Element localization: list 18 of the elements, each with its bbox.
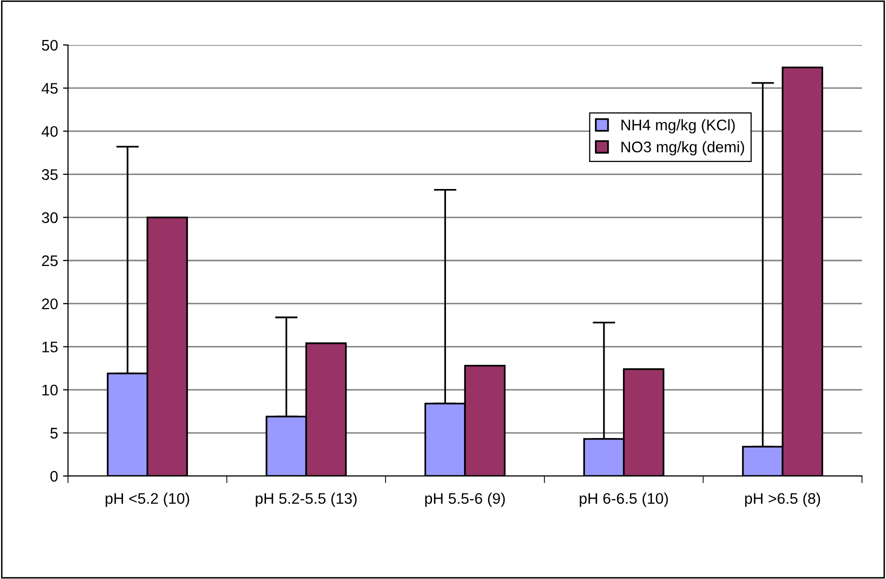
x-tick-label: pH 5.2-5.5 (13) bbox=[256, 492, 357, 507]
x-tick-label: pH <5.2 (10) bbox=[106, 492, 190, 507]
y-tick-label: 5 bbox=[50, 428, 58, 439]
x-tick-label: pH 5.5-6 (9) bbox=[425, 492, 505, 507]
y-tick-label: 15 bbox=[42, 342, 58, 352]
y-tick-label: 30 bbox=[42, 212, 58, 224]
y-tick-label: 25 bbox=[42, 255, 58, 266]
y-tick-label: 35 bbox=[42, 169, 58, 180]
y-tick-label: 45 bbox=[42, 83, 58, 94]
y-tick-label: 20 bbox=[42, 298, 58, 310]
y-tick-label: 10 bbox=[42, 384, 58, 396]
legend-label: NO3 mg/kg (demi) bbox=[621, 141, 744, 156]
y-tick-label: 50 bbox=[42, 40, 58, 51]
y-tick-label: 40 bbox=[42, 126, 58, 137]
legend-label: NH4 mg/kg (KCl) bbox=[621, 119, 735, 134]
x-tick-label: pH >6.5 (8) bbox=[745, 492, 820, 507]
y-tick-label: 0 bbox=[50, 470, 58, 482]
x-tick-label: pH 6-6.5 (10) bbox=[580, 492, 668, 507]
